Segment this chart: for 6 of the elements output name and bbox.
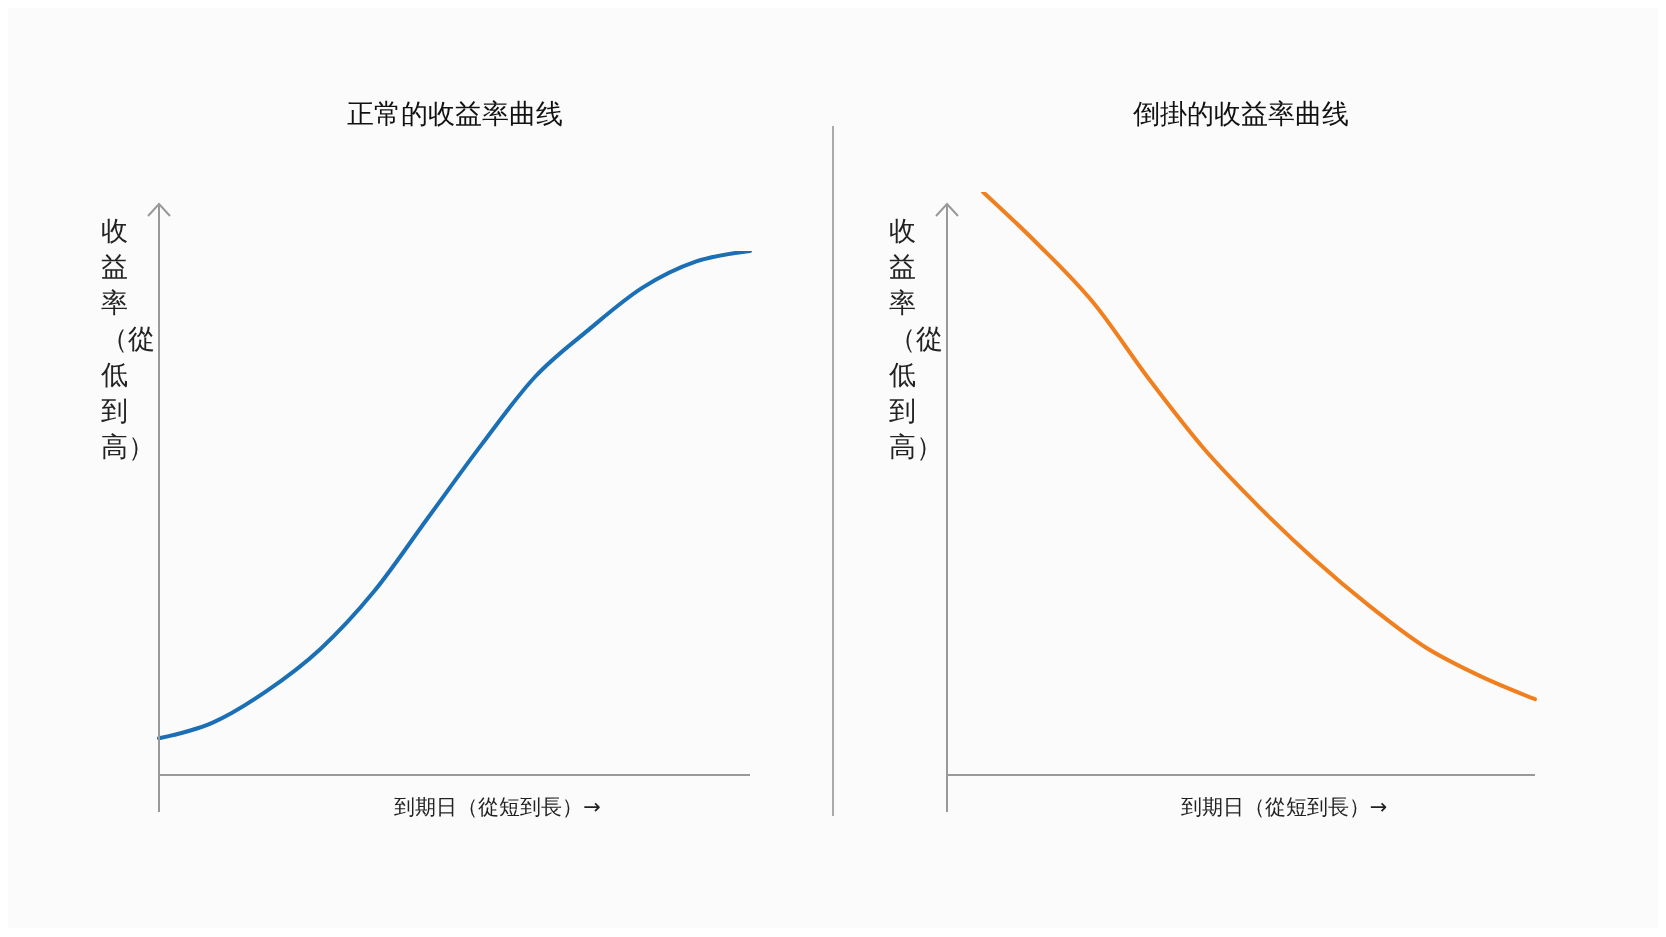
y-axis-title: 收益率（從低到高）: [889, 214, 943, 464]
x-axis-title: 到期日（從短到長）→: [1179, 794, 1389, 821]
x-axis-title: 到期日（從短到長）→: [393, 794, 602, 821]
y-axis-title: 收益率（從低到高）: [101, 214, 155, 464]
chart-title: 正常的收益率曲线: [345, 97, 564, 131]
chart-title: 倒掛的收益率曲线: [1132, 97, 1350, 131]
